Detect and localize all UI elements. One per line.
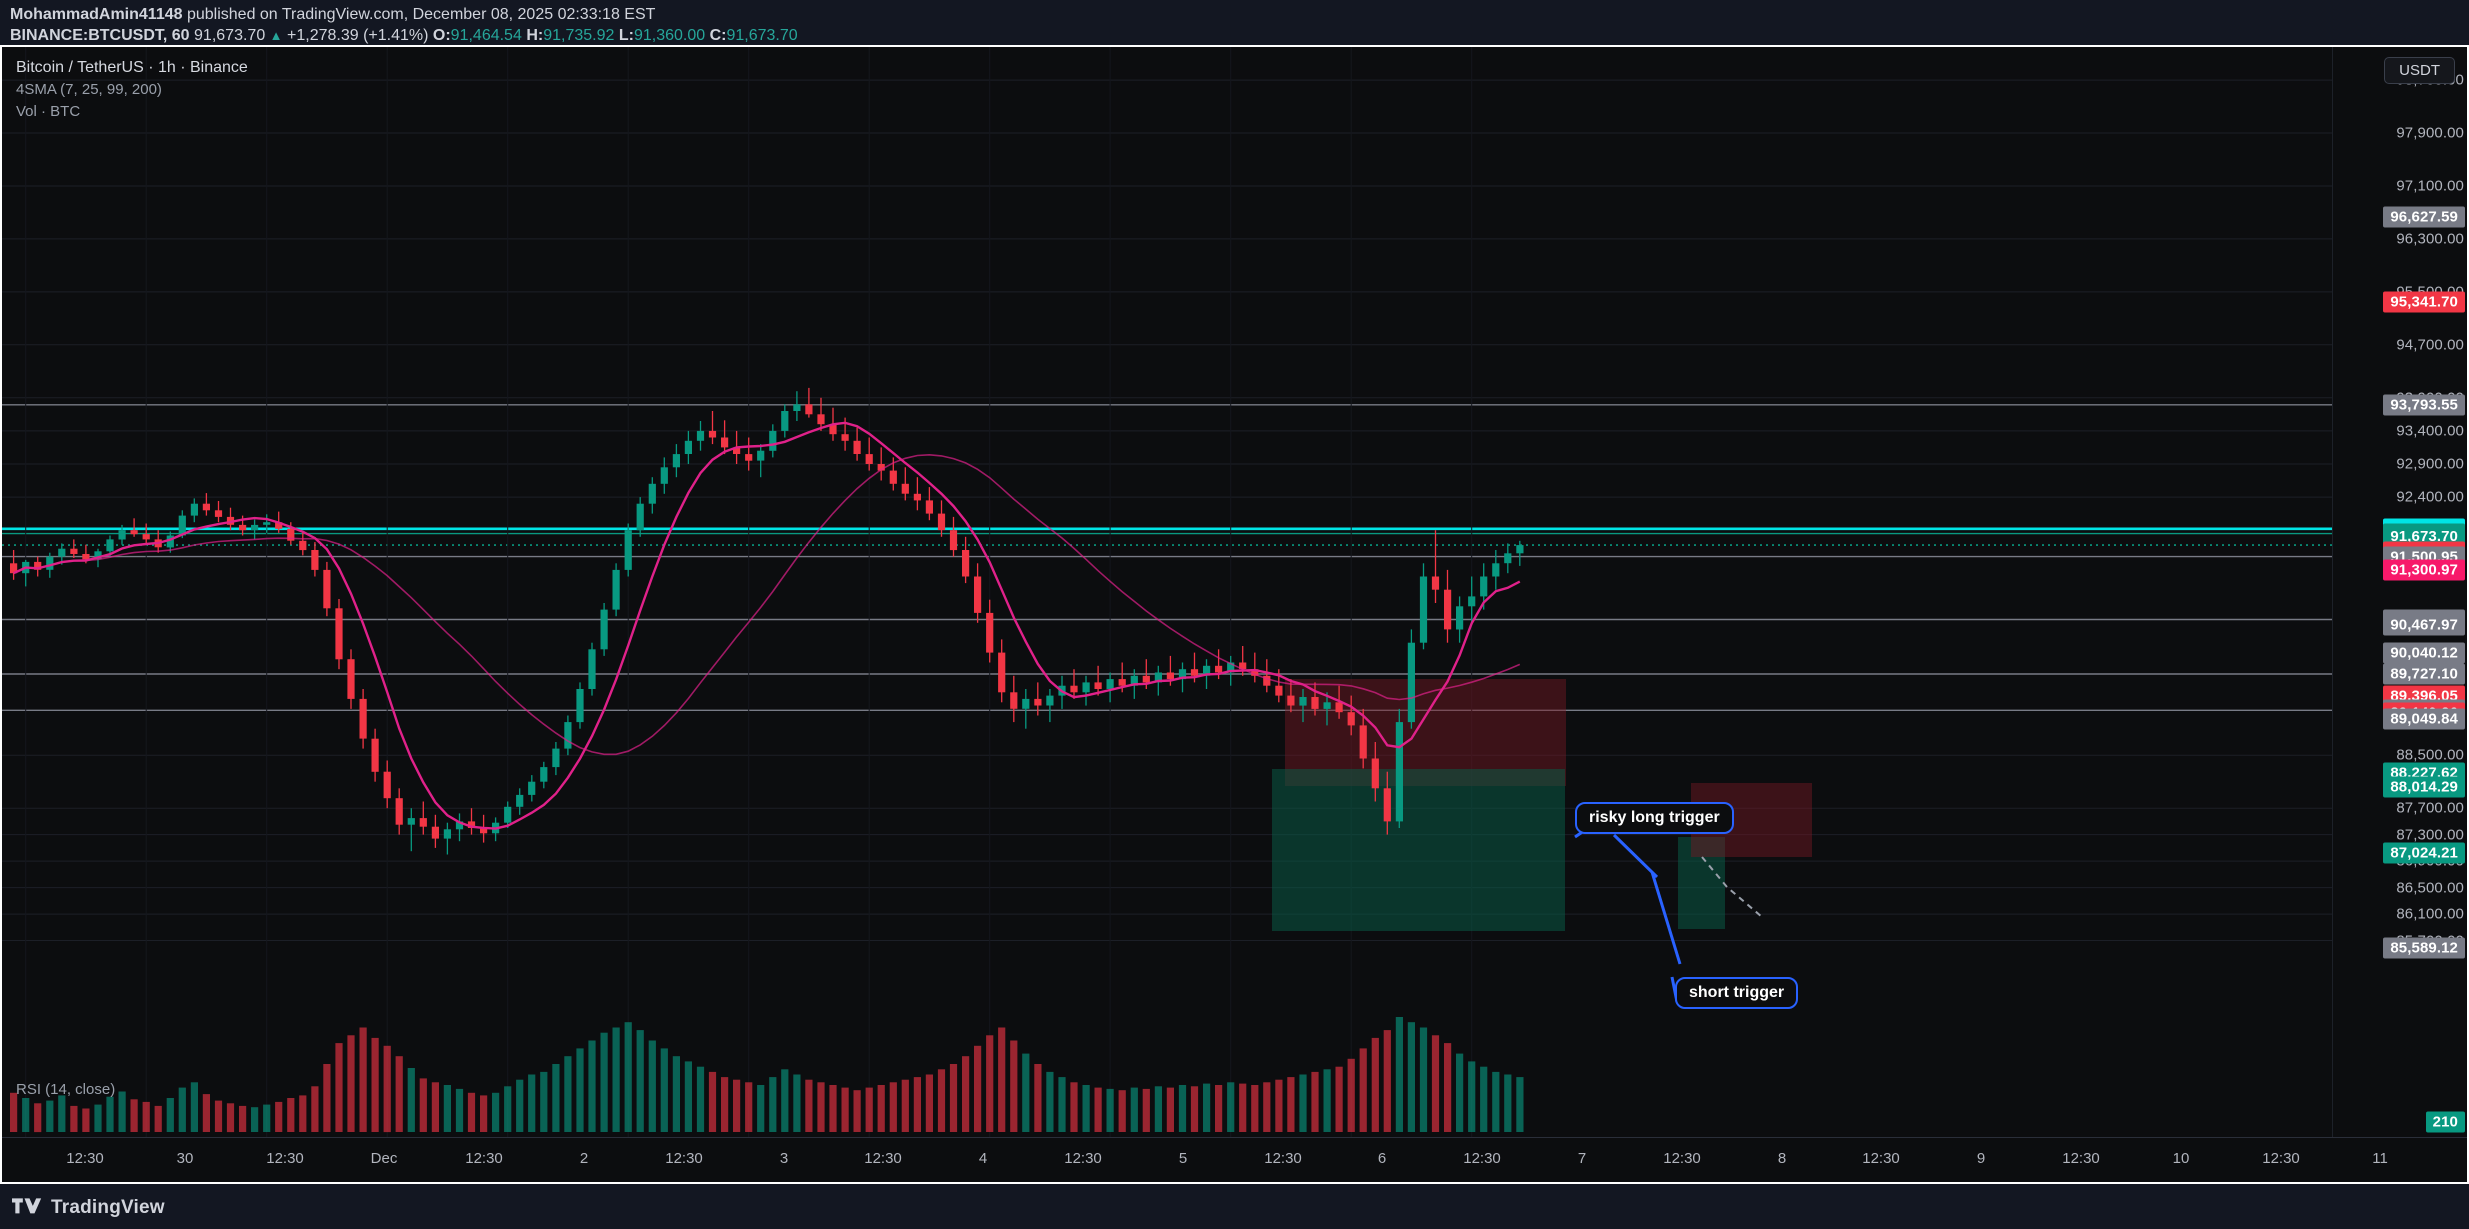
- price-tick: 86,500.00: [2396, 879, 2464, 897]
- change-value: +1,278.39 (+1.41%): [287, 27, 429, 44]
- price-tick: 92,900.00: [2396, 455, 2464, 473]
- price-plot-area[interactable]: [2, 47, 2332, 1137]
- time-tick: 12:30: [864, 1150, 902, 1167]
- time-tick: 6: [1377, 1150, 1387, 1167]
- time-tick: 12:30: [266, 1150, 304, 1167]
- price-axis-chip[interactable]: 85,589.12: [2383, 937, 2465, 959]
- price-axis-chip[interactable]: 91,300.97: [2383, 559, 2465, 581]
- price-tick: 86,100.00: [2396, 905, 2464, 923]
- quote-line: BINANCE:BTCUSDT, 60 91,673.70 ▲ +1,278.3…: [10, 25, 2469, 46]
- publish-meta: published on TradingView.com, December 0…: [182, 6, 656, 23]
- low-label: L:: [618, 27, 634, 44]
- price-tick: 97,100.00: [2396, 177, 2464, 195]
- change-arrow-icon: ▲: [269, 28, 283, 43]
- price-axis-chip[interactable]: 88,014.29: [2383, 776, 2465, 798]
- time-tick: 30: [176, 1150, 194, 1167]
- time-tick: 12:30: [66, 1150, 104, 1167]
- price-tick: 88,500.00: [2396, 746, 2464, 764]
- symbol-timeframe: BINANCE:BTCUSDT, 60: [10, 27, 190, 44]
- price-axis-chip[interactable]: 90,467.97: [2383, 614, 2465, 636]
- legend-ma-indicator[interactable]: 4SMA (7, 25, 99, 200): [16, 81, 162, 98]
- time-tick: 12:30: [1264, 1150, 1302, 1167]
- time-tick: 2: [579, 1150, 589, 1167]
- price-axis-chip[interactable]: 210: [2425, 1111, 2465, 1133]
- publish-header: MohammadAmin41148 published on TradingVi…: [0, 0, 2469, 45]
- price-axis-chip[interactable]: 87,024.21: [2383, 842, 2465, 864]
- high-value: 91,735.92: [543, 27, 615, 44]
- time-tick: 3: [779, 1150, 789, 1167]
- time-tick: 7: [1577, 1150, 1587, 1167]
- price-axis-chip[interactable]: 89,049.84: [2383, 708, 2465, 730]
- time-tick: 4: [978, 1150, 988, 1167]
- price-tick: 87,700.00: [2396, 799, 2464, 817]
- grid-layer: [2, 47, 2332, 1137]
- footer-brand-text: TradingView: [51, 1196, 165, 1218]
- time-axis[interactable]: 12:30 30 12:30 Dec 12:30 2 12:30 3 12:30 4 12:30 5 1…: [2, 1137, 2467, 1182]
- price-axis-chip[interactable]: 96,627.59: [2383, 206, 2465, 228]
- last-price: 91,673.70: [194, 27, 266, 44]
- candlestick-series: [10, 387, 1524, 1133]
- time-tick: 12:30: [1663, 1150, 1701, 1167]
- price-axis-chip[interactable]: 93,793.55: [2383, 394, 2465, 416]
- time-tick: 12:30: [1064, 1150, 1102, 1167]
- trigger-lines-layer: [1574, 820, 1763, 1003]
- footer-brand: TradingView: [0, 1186, 2469, 1229]
- time-tick: 5: [1178, 1150, 1188, 1167]
- close-value: 91,673.70: [726, 27, 798, 44]
- annotation-risky-long-trigger[interactable]: risky long trigger: [1575, 802, 1734, 834]
- time-tick: 12:30: [2262, 1150, 2300, 1167]
- low-value: 91,360.00: [633, 27, 706, 44]
- price-tick: 87,300.00: [2396, 826, 2464, 844]
- price-axis[interactable]: 98,700.0097,900.0097,100.0096,300.0095,5…: [2332, 47, 2467, 1137]
- price-tick: 92,400.00: [2396, 488, 2464, 506]
- legend-volume-indicator[interactable]: Vol · BTC: [16, 103, 81, 120]
- tradingview-logo-icon: [12, 1198, 42, 1214]
- chart-legend: Bitcoin / TetherUS · 1h · Binance 4SMA (…: [16, 57, 248, 123]
- price-tick: 94,700.00: [2396, 336, 2464, 354]
- price-tick: 97,900.00: [2396, 124, 2464, 142]
- time-tick: 12:30: [465, 1150, 503, 1167]
- time-tick: 10: [2172, 1150, 2190, 1167]
- time-tick: 12:30: [665, 1150, 703, 1167]
- price-axis-chip[interactable]: 95,341.70: [2383, 291, 2465, 313]
- high-label: H:: [526, 27, 544, 44]
- time-tick: 12:30: [1463, 1150, 1501, 1167]
- chart-frame: Bitcoin / TetherUS · 1h · Binance 4SMA (…: [0, 45, 2469, 1184]
- open-value: 91,464.54: [450, 27, 522, 44]
- author-name: MohammadAmin41148: [10, 6, 183, 23]
- annotation-short-trigger[interactable]: short trigger: [1675, 977, 1799, 1009]
- time-tick: 9: [1976, 1150, 1986, 1167]
- open-label: O:: [432, 27, 451, 44]
- time-tick: 8: [1777, 1150, 1787, 1167]
- legend-title: Bitcoin / TetherUS · 1h · Binance: [16, 59, 248, 76]
- price-axis-chip[interactable]: 90,040.12: [2383, 642, 2465, 664]
- legend-rsi-indicator[interactable]: RSI (14, close): [16, 1081, 116, 1098]
- publish-line: MohammadAmin41148 published on TradingVi…: [10, 4, 2469, 25]
- currency-chip[interactable]: USDT: [2384, 57, 2455, 84]
- time-tick: 12:30: [1862, 1150, 1900, 1167]
- price-tick: 96,300.00: [2396, 230, 2464, 248]
- price-tick: 93,400.00: [2396, 422, 2464, 440]
- time-tick: Dec: [370, 1150, 398, 1167]
- time-tick: 11: [2372, 1150, 2388, 1167]
- close-label: C:: [709, 27, 727, 44]
- time-tick: 12:30: [2062, 1150, 2100, 1167]
- price-axis-chip[interactable]: 89,727.10: [2383, 663, 2465, 685]
